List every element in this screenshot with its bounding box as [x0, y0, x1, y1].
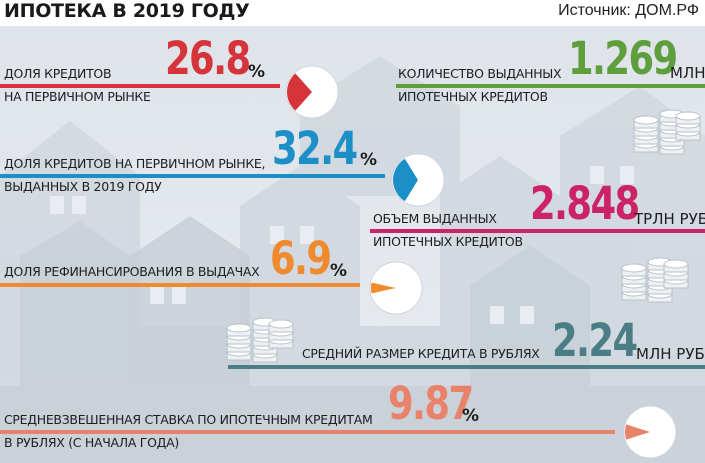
loans-volume-value: 2.848 — [530, 177, 640, 230]
avg-loan-rule — [228, 365, 705, 369]
primary-share-unit: % — [248, 62, 266, 82]
coin-top — [621, 263, 647, 273]
primary-share-label-line1: ДОЛЯ КРЕДИТОВ — [4, 66, 112, 81]
primary-share-value: 26.8 — [165, 32, 251, 85]
refinancing-share-value: 6.9 — [270, 232, 332, 285]
primary-share-2019-label-line1: ДОЛЯ КРЕДИТОВ НА ПЕРВИЧНОМ РЫНКЕ, — [4, 156, 266, 171]
avg-rate-value: 9.87 — [388, 377, 474, 430]
loans-count-rule — [396, 84, 705, 88]
pie-slice — [393, 158, 418, 202]
primary-share-2019-rule — [0, 174, 385, 178]
infographic-title: ИПОТЕКА В 2019 ГОДУ — [4, 0, 250, 22]
header: ИПОТЕКА В 2019 ГОДУ Источник: ДОМ.РФ — [0, 0, 705, 26]
infographic-canvas: ДОЛЯ КРЕДИТОВ НА ПЕРВИЧНОМ РЫНКЕ 26.8 % … — [0, 26, 705, 463]
avg-rate-pie — [623, 405, 677, 459]
refinancing-share-unit: % — [330, 261, 348, 281]
pie-slice — [625, 424, 650, 440]
refinancing-share-rule — [0, 283, 360, 287]
avg-rate-label-line2: В РУБЛЯХ (С НАЧАЛА ГОДА) — [4, 435, 179, 450]
pie-slice — [287, 73, 312, 111]
coin-top — [268, 319, 294, 329]
primary-share-pie — [285, 65, 339, 119]
avg-rate-label-line1: СРЕДНЕВЗВЕШЕННАЯ СТАВКА ПО ИПОТЕЧНЫМ КРЕ… — [4, 412, 373, 427]
avg-rate-unit: % — [462, 406, 480, 426]
coins-stack-icon — [621, 257, 689, 303]
pie-slice — [371, 282, 396, 294]
avg-loan-value: 2.24 — [552, 314, 638, 367]
coin-top — [675, 111, 701, 121]
loans-volume-rule — [370, 229, 705, 233]
primary-share-2019-pie — [391, 153, 445, 207]
primary-share-2019-label-line2: ВЫДАННЫХ В 2019 ГОДУ — [4, 179, 162, 194]
loans-count-label-line1: КОЛИЧЕСТВО ВЫДАННЫХ — [398, 66, 562, 81]
avg-loan-unit: МЛН РУБ. — [636, 345, 705, 363]
avg-rate-rule — [0, 430, 615, 434]
loans-count-label-line2: ИПОТЕЧНЫХ КРЕДИТОВ — [398, 89, 548, 104]
refinancing-share-pie — [369, 261, 423, 315]
refinancing-share-label: ДОЛЯ РЕФИНАНСИРОВАНИЯ В ВЫДАЧАХ — [4, 264, 260, 279]
avg-loan-label: СРЕДНИЙ РАЗМЕР КРЕДИТА В РУБЛЯХ — [302, 346, 540, 361]
primary-share-rule — [0, 84, 280, 88]
coins-stack-icon — [633, 109, 701, 155]
loans-volume-unit: ТРЛН РУБ. — [634, 210, 705, 228]
coins-stack-icon — [226, 317, 294, 363]
loans-count-value: 1.269 — [568, 32, 678, 85]
primary-share-2019-value: 32.4 — [272, 122, 358, 175]
houses-background — [0, 56, 705, 463]
primary-share-label-line2: НА ПЕРВИЧНОМ РЫНКЕ — [4, 89, 151, 104]
source-note: Источник: ДОМ.РФ — [558, 2, 699, 19]
loans-volume-label-line2: ИПОТЕЧНЫХ КРЕДИТОВ — [373, 234, 523, 249]
coin-top — [226, 323, 252, 333]
primary-share-2019-unit: % — [360, 150, 378, 170]
coin-top — [633, 115, 659, 125]
loans-volume-label-line1: ОБЪЕМ ВЫДАННЫХ — [373, 211, 497, 226]
loans-count-unit: МЛН — [670, 64, 705, 82]
coin-top — [663, 259, 689, 269]
